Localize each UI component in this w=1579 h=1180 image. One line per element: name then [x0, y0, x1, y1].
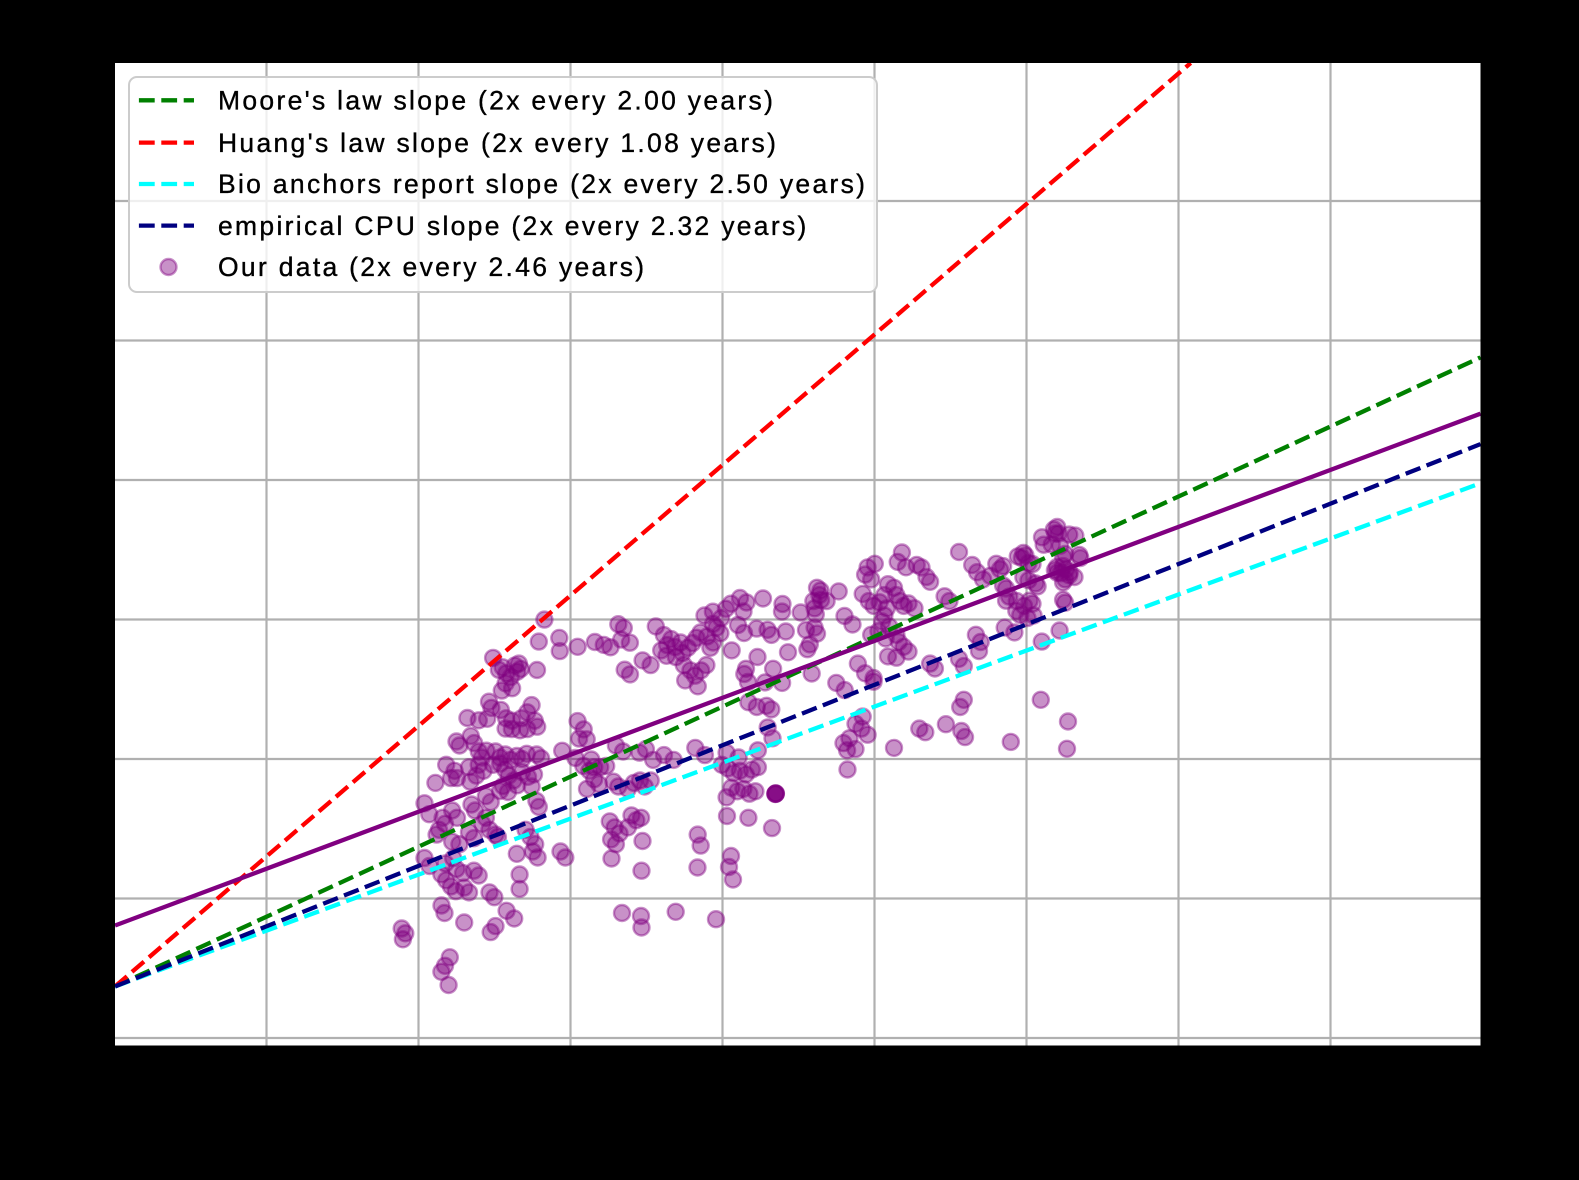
svg-text:empirical CPU slope (2x every: empirical CPU slope (2x every 2.32 years… — [218, 211, 809, 241]
svg-text:Bio anchors report slope (2x e: Bio anchors report slope (2x every 2.50 … — [218, 169, 867, 199]
svg-text:Moore's law slope (2x every 2.: Moore's law slope (2x every 2.00 years) — [218, 86, 775, 116]
svg-text:Huang's law slope (2x every 1.: Huang's law slope (2x every 1.08 years) — [218, 128, 778, 158]
svg-text:Our data (2x every 2.46 years): Our data (2x every 2.46 years) — [218, 252, 646, 282]
